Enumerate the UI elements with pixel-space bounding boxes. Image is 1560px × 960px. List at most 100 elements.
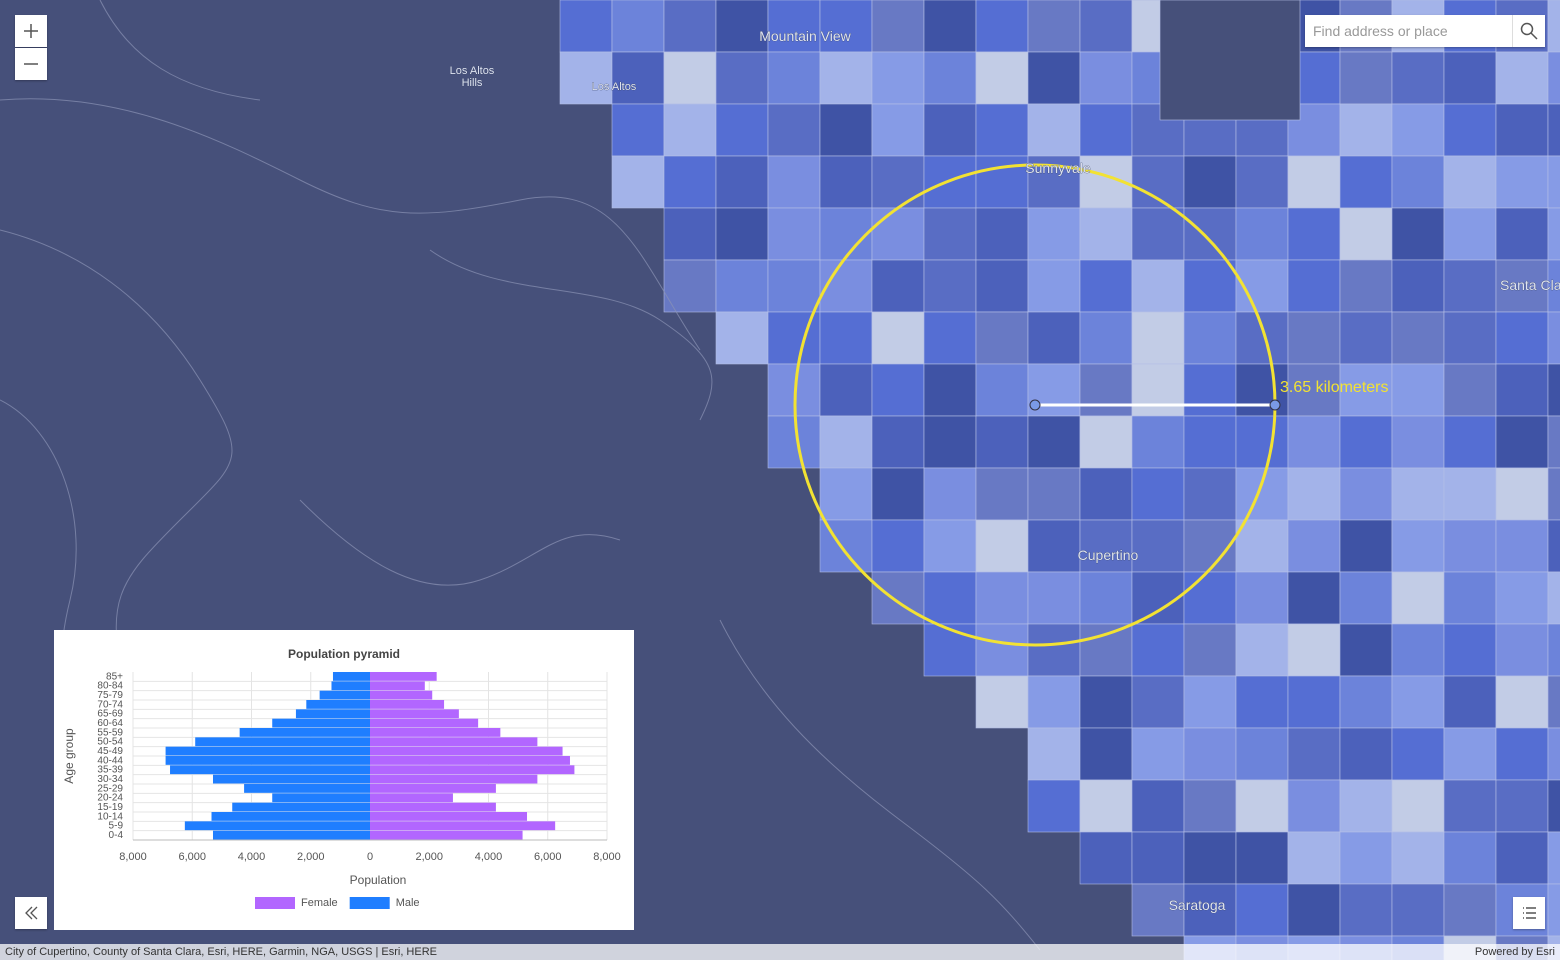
tract — [1287, 623, 1341, 677]
search-box[interactable]: Find address or place — [1305, 15, 1545, 47]
tract — [871, 415, 925, 469]
tract — [1183, 155, 1237, 209]
tract — [1131, 207, 1185, 261]
y-axis-title: Age group — [62, 728, 76, 784]
tract — [1287, 519, 1341, 573]
tract — [1443, 519, 1497, 573]
place-label: Mountain View — [759, 28, 851, 44]
tract — [1131, 727, 1185, 781]
tract — [1391, 675, 1445, 729]
tract — [1443, 363, 1497, 417]
zoom-in-icon — [24, 24, 38, 38]
tract — [1027, 467, 1081, 521]
legend-icon — [1523, 907, 1536, 919]
tract — [1495, 363, 1549, 417]
tract — [1495, 571, 1549, 625]
tract — [663, 259, 717, 313]
tract — [1183, 623, 1237, 677]
tract — [1495, 311, 1549, 365]
tract — [1287, 831, 1341, 885]
tract — [1443, 259, 1497, 313]
bar — [370, 812, 528, 821]
tract — [1391, 207, 1445, 261]
tract — [1027, 415, 1081, 469]
bar — [184, 821, 370, 831]
tract — [559, 0, 613, 53]
y-tick-label: 15-19 — [97, 802, 123, 813]
tract — [1079, 259, 1133, 313]
tract — [1339, 51, 1393, 105]
tract — [1027, 0, 1081, 53]
tract — [1131, 363, 1185, 417]
tract — [715, 155, 769, 209]
bar — [239, 728, 370, 737]
tract — [1495, 831, 1549, 885]
measure-handle[interactable] — [1269, 399, 1281, 411]
zoom-out-icon — [24, 63, 38, 65]
tract — [1027, 519, 1081, 573]
tract — [767, 155, 821, 209]
tract — [1495, 259, 1549, 313]
collapse-button[interactable] — [15, 897, 47, 929]
tract — [923, 519, 977, 573]
tract — [1443, 571, 1497, 625]
tract — [1183, 415, 1237, 469]
tract — [1131, 467, 1185, 521]
tract — [1235, 415, 1289, 469]
tract — [1391, 883, 1445, 937]
tract — [1547, 0, 1560, 53]
tract — [1235, 727, 1289, 781]
bar — [212, 774, 370, 784]
tract — [1027, 675, 1081, 729]
zoom-in[interactable] — [15, 15, 47, 47]
bar — [319, 690, 370, 700]
tract — [975, 311, 1029, 365]
x-tick-label: 2,000 — [297, 851, 325, 863]
y-tick-label: 40-44 — [97, 755, 123, 766]
search-button[interactable] — [1512, 15, 1545, 47]
tract — [611, 51, 665, 105]
bar — [370, 756, 570, 765]
tract — [1131, 311, 1185, 365]
tract — [1079, 727, 1133, 781]
tract — [1391, 727, 1445, 781]
place-label: Hills — [462, 77, 483, 89]
bar — [165, 756, 370, 765]
tract — [1547, 259, 1560, 313]
tract — [1391, 415, 1445, 469]
tract — [1235, 155, 1289, 209]
tract — [1183, 883, 1237, 937]
measure-handle[interactable] — [1029, 399, 1041, 411]
tract — [1443, 467, 1497, 521]
y-tick-label: 5-9 — [109, 821, 124, 832]
tract — [1287, 883, 1341, 937]
x-tick-label: 4,000 — [475, 851, 503, 863]
tract — [1079, 519, 1133, 573]
x-axis-title: Population — [350, 873, 407, 887]
tract — [1547, 207, 1560, 261]
y-tick-label: 80-84 — [97, 681, 123, 692]
powered-by[interactable]: Powered by Esri — [1474, 946, 1555, 958]
tract — [1027, 51, 1081, 105]
legend-label: Female — [301, 897, 338, 909]
y-tick-label: 30-34 — [97, 774, 123, 785]
attribution-bar: City of Cupertino, County of Santa Clara… — [0, 944, 1560, 960]
tract — [1443, 623, 1497, 677]
tract — [1495, 103, 1549, 157]
tract — [1235, 883, 1289, 937]
y-tick-label: 75-79 — [97, 690, 123, 701]
tract — [975, 51, 1029, 105]
legend-button[interactable] — [1513, 897, 1545, 929]
tract — [1391, 259, 1445, 313]
tract — [1027, 779, 1081, 833]
bar — [370, 718, 479, 728]
chart-panel: Population pyramid Population Age group … — [54, 630, 634, 930]
tract — [1159, 0, 1301, 121]
tract — [819, 0, 873, 53]
bar — [370, 672, 437, 681]
tract — [1131, 415, 1185, 469]
tract — [1287, 571, 1341, 625]
tract — [1183, 259, 1237, 313]
zoom-out[interactable] — [15, 48, 47, 80]
tract — [611, 0, 665, 53]
